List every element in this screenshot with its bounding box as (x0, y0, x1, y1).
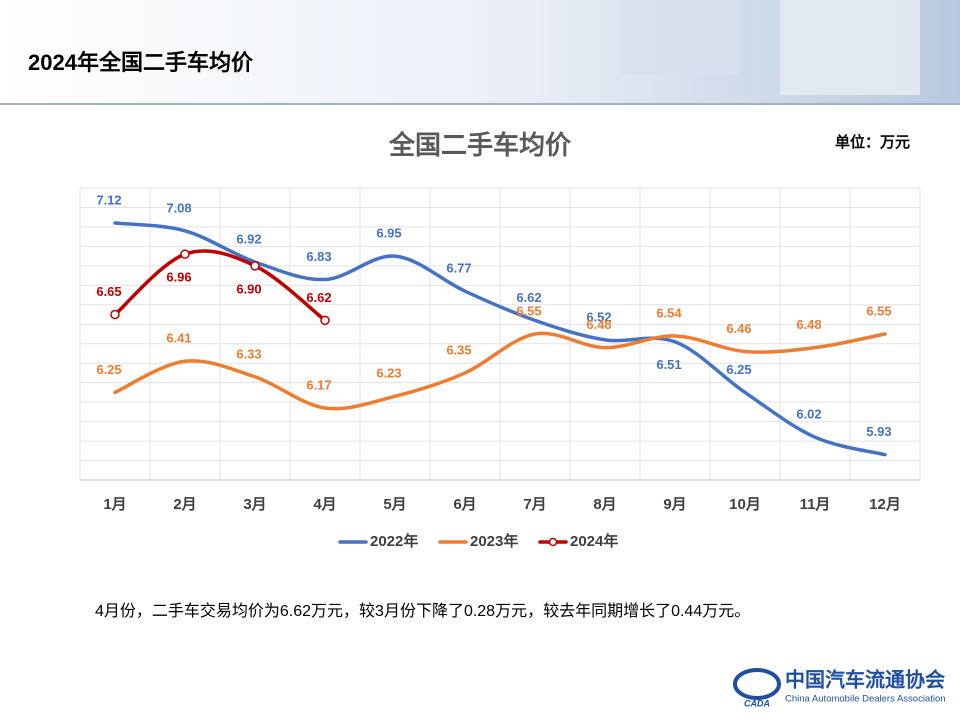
logo-english: China Automobile Dealers Association (785, 694, 946, 705)
data-label: 6.95 (376, 226, 401, 241)
header-decor (780, 0, 920, 95)
legend-marker (548, 537, 558, 547)
point-marker (110, 309, 120, 320)
x-tick-label: 3月 (243, 496, 266, 513)
data-label: 6.48 (796, 317, 821, 332)
data-label: 6.62 (306, 290, 331, 305)
data-label: 6.48 (586, 317, 611, 332)
x-tick-label: 8月 (593, 496, 616, 513)
logo-mark: CADA (744, 698, 770, 708)
data-label: 6.77 (446, 261, 471, 276)
x-tick-label: 11月 (800, 496, 831, 513)
data-label: 6.83 (306, 249, 331, 264)
chart-title: 全国二手车均价 (388, 130, 572, 160)
x-tick-label: 9月 (663, 496, 686, 513)
x-tick-label: 6月 (453, 496, 476, 513)
data-label: 6.33 (236, 346, 261, 361)
data-label: 6.51 (656, 357, 681, 372)
logo: CADA 中国汽车流通协会 China Automobile Dealers A… (733, 667, 946, 708)
data-label: 7.12 (96, 192, 121, 207)
data-label: 6.23 (376, 366, 401, 381)
data-label: 6.55 (516, 303, 541, 318)
x-tick-label: 7月 (523, 496, 546, 513)
data-label: 6.62 (516, 290, 541, 305)
point-marker (250, 261, 260, 271)
data-label: 6.25 (726, 362, 751, 377)
data-label: 6.02 (796, 407, 821, 422)
x-tick-label: 2月 (173, 496, 196, 513)
series-line (113, 249, 327, 323)
data-label: 6.90 (236, 281, 261, 296)
data-label: 6.54 (656, 305, 682, 320)
data-label: 5.93 (866, 424, 891, 439)
series-line (113, 331, 887, 411)
point-marker (180, 249, 190, 259)
data-label: 6.35 (446, 342, 471, 357)
logo-icon (733, 668, 781, 700)
x-tick-label: 1月 (103, 496, 126, 513)
data-label: 6.41 (166, 331, 191, 346)
data-label: 6.52 (586, 309, 611, 324)
unit-label: 单位：万元 (835, 133, 910, 151)
legend-label: 2024年 (570, 532, 618, 550)
logo-name: 中国汽车流通协会 (785, 667, 945, 691)
x-tick-label: 5月 (383, 496, 406, 513)
header-title: 2024年全国二手车均价 (28, 50, 254, 75)
data-label: 6.25 (96, 362, 121, 377)
data-label: 6.65 (96, 284, 121, 299)
data-label: 6.17 (306, 377, 331, 392)
data-label: 6.96 (166, 270, 191, 285)
x-tick-label: 12月 (869, 496, 901, 513)
data-label: 6.92 (236, 231, 261, 246)
note: 4月份，二手车交易均价为6.62万元，较3月份下降了0.28万元，较去年同期增长… (95, 602, 750, 620)
series-line (113, 221, 887, 457)
data-label: 6.46 (726, 321, 751, 336)
legend-label: 2023年 (470, 532, 518, 550)
point-marker (320, 315, 330, 326)
legend-label: 2022年 (370, 532, 418, 550)
header-decor (620, 0, 740, 75)
x-tick-label: 4月 (313, 496, 336, 513)
x-tick-label: 10月 (729, 496, 761, 513)
data-label: 7.08 (166, 200, 191, 215)
data-label: 6.55 (866, 303, 891, 318)
